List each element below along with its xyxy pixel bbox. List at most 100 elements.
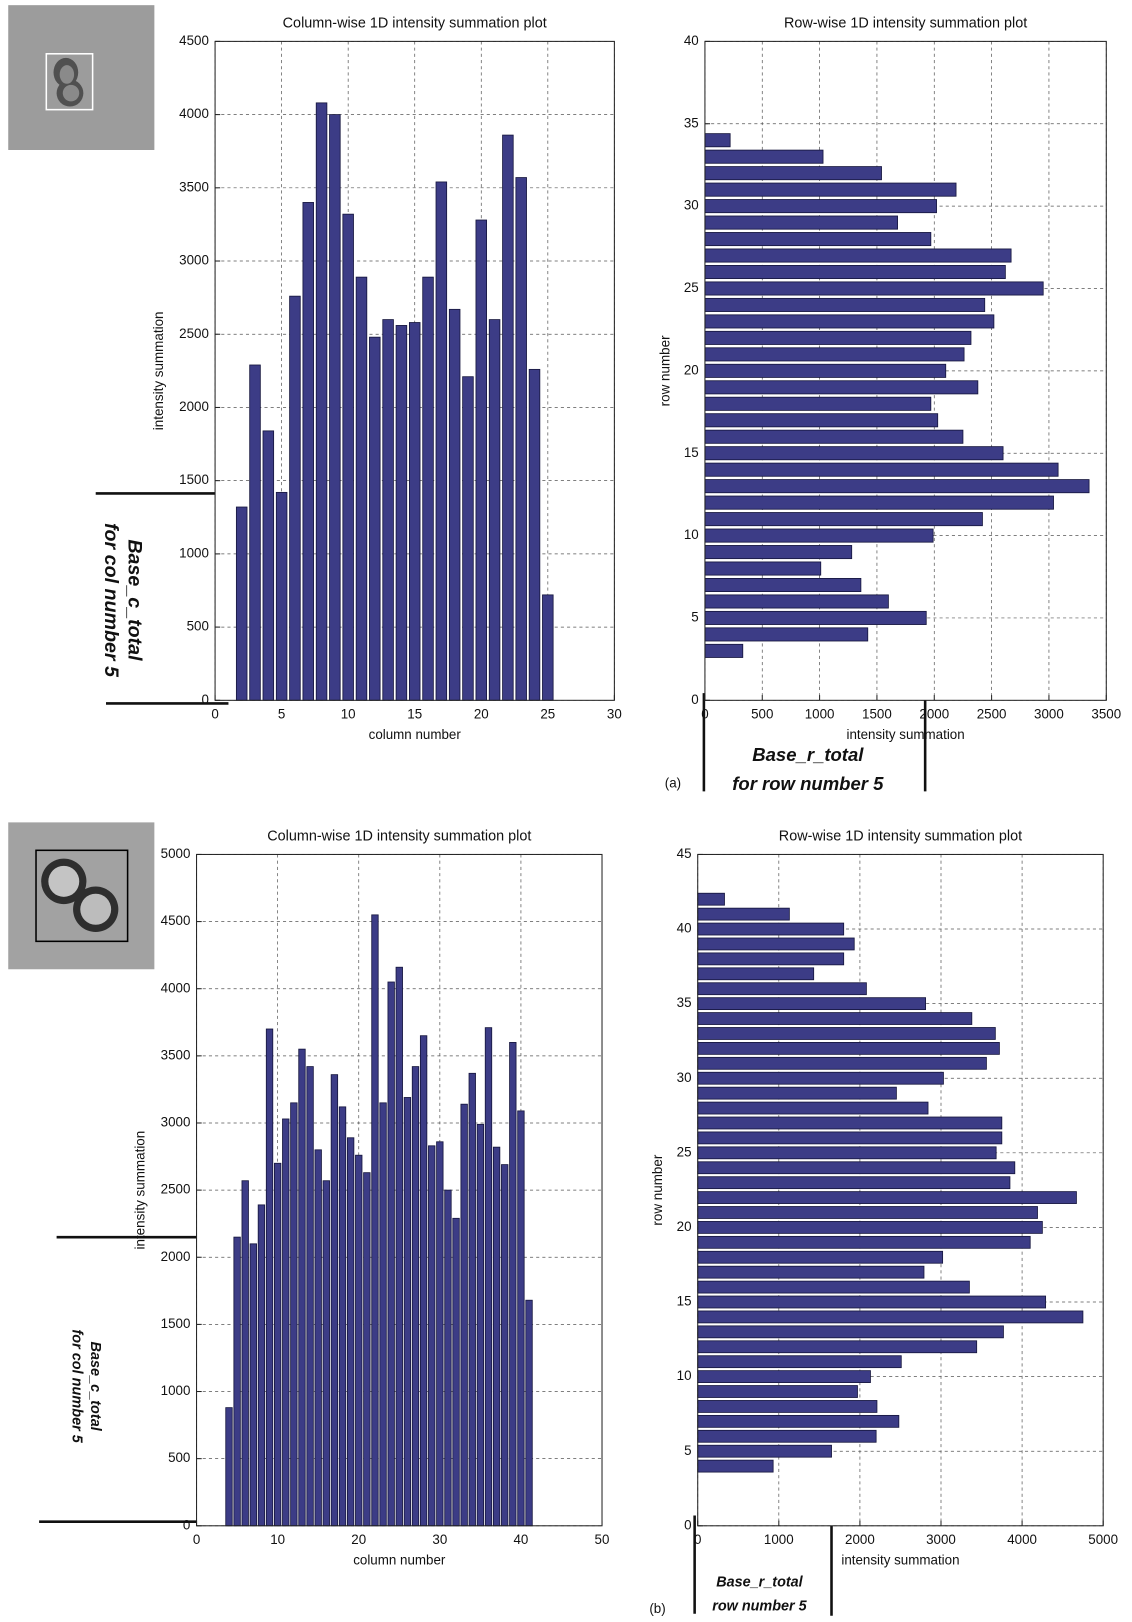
bar: [697, 967, 815, 981]
bar: [302, 202, 314, 701]
bar: [306, 1066, 314, 1527]
bar: [257, 1204, 266, 1527]
bar: [225, 1407, 233, 1527]
bar: [528, 368, 541, 701]
x-tick-label: 500: [751, 706, 773, 721]
y-tick-label: 0: [684, 1517, 691, 1532]
x-tick-label: 20: [351, 1532, 366, 1547]
y-tick-label: 4500: [161, 913, 191, 928]
bar: [697, 1325, 1004, 1339]
bar: [704, 610, 927, 625]
chart-title: Row-wise 1D intensity summation plot: [779, 829, 1022, 845]
panel-label: (b): [649, 1601, 665, 1616]
bar: [704, 594, 889, 609]
annotation: Base_r_total: [716, 1574, 803, 1590]
x-tick-label: 30: [432, 1532, 447, 1547]
bar: [704, 627, 869, 642]
bar: [379, 1102, 387, 1527]
annotation: Base_r_total: [752, 744, 864, 765]
bar: [697, 1400, 878, 1413]
thumbnail-b: [8, 822, 155, 970]
bar: [704, 166, 882, 181]
bar: [249, 1243, 257, 1527]
bar: [435, 181, 448, 701]
y-tick-label: 4000: [179, 106, 209, 121]
bar: [697, 1146, 997, 1160]
bar: [515, 177, 527, 701]
bar: [330, 1074, 339, 1527]
thumbnail-a: [8, 5, 155, 150]
bar: [697, 1116, 1003, 1130]
plot-area: [697, 854, 1104, 1526]
bar: [697, 892, 725, 906]
bar: [704, 199, 937, 214]
bar: [697, 1027, 996, 1040]
y-tick-label: 15: [684, 445, 699, 460]
x-tick-label: 0: [701, 706, 708, 721]
x-tick-label: 10: [270, 1532, 285, 1547]
y-tick-label: 3000: [161, 1115, 191, 1130]
x-tick-label: 20: [474, 706, 489, 721]
bar: [704, 182, 957, 197]
y-tick-label: 0: [201, 692, 208, 707]
axes-frame: [704, 40, 1107, 701]
x-tick-label: 2500: [977, 706, 1007, 721]
y-axis-label: intensity summation: [151, 311, 166, 430]
bar: [273, 1162, 282, 1527]
y-tick-label: 3500: [179, 179, 209, 194]
y-tick-label: 20: [677, 1219, 692, 1234]
bar: [697, 1370, 871, 1383]
x-tick-label: 10: [341, 706, 356, 721]
bar: [697, 1191, 1077, 1204]
x-axis-label: column number: [353, 1552, 446, 1567]
bar: [275, 491, 288, 701]
bar: [517, 1110, 525, 1527]
bar: [233, 1236, 241, 1527]
bar: [249, 364, 261, 701]
bar: [697, 952, 845, 966]
x-tick-label: 2000: [919, 706, 949, 721]
bar: [704, 462, 1059, 477]
y-tick-label: 10: [684, 527, 699, 542]
y-tick-label: 500: [187, 619, 209, 634]
bar: [704, 561, 822, 576]
bar: [697, 1071, 944, 1085]
bar: [697, 907, 790, 921]
y-tick-label: 2500: [161, 1182, 191, 1197]
annotation: Base_c_total: [124, 539, 146, 661]
bar: [704, 512, 983, 527]
bar: [542, 594, 554, 701]
bar: [419, 1035, 428, 1527]
bar: [282, 1118, 290, 1527]
y-tick-label: 45: [677, 846, 692, 861]
x-tick-label: 50: [595, 1532, 610, 1547]
bar: [468, 1072, 476, 1527]
bar: [408, 322, 421, 701]
axes-frame: [214, 40, 615, 701]
bar: [704, 446, 1004, 461]
y-tick-label: 35: [684, 115, 699, 130]
bar: [509, 1042, 517, 1527]
bar: [697, 1250, 944, 1264]
y-tick-label: 30: [677, 1070, 692, 1085]
bar: [697, 1056, 987, 1070]
x-tick-label: 1000: [805, 706, 835, 721]
bar: [704, 232, 932, 247]
x-tick-label: 25: [540, 706, 555, 721]
bar: [342, 213, 354, 701]
x-tick-label: 5000: [1088, 1532, 1118, 1547]
bar: [697, 1235, 1031, 1249]
bar: [697, 1101, 929, 1115]
x-tick-label: 5: [278, 706, 285, 721]
bar: [444, 1189, 452, 1527]
bar: [697, 1355, 902, 1369]
bar: [355, 276, 368, 701]
x-tick-label: 0: [211, 706, 218, 721]
bar: [329, 114, 341, 701]
y-tick-label: 2500: [179, 326, 209, 341]
bar: [697, 997, 927, 1011]
bar: [697, 937, 855, 951]
y-tick-label: 4500: [179, 33, 209, 48]
bar: [697, 1221, 1043, 1234]
